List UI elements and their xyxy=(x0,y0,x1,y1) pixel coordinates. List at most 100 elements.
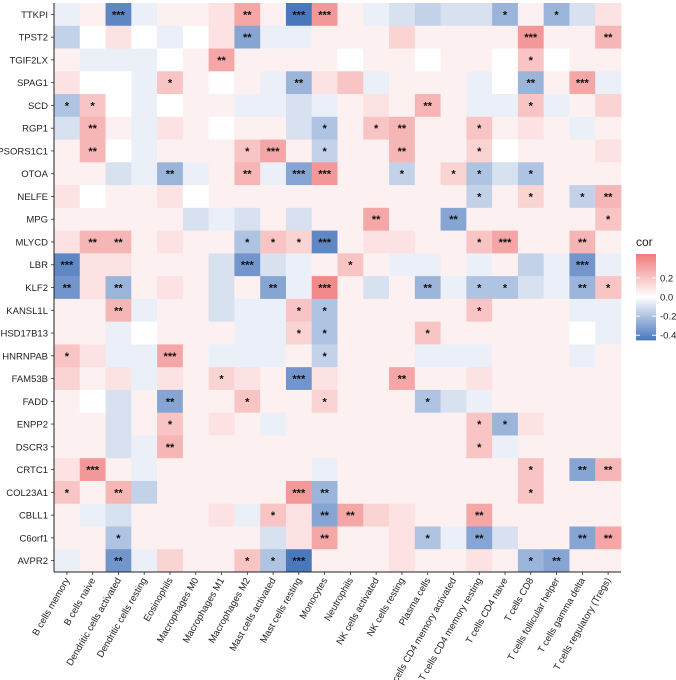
heatmap-cell xyxy=(595,480,622,505)
heatmap-cell xyxy=(54,230,81,254)
heatmap-cell xyxy=(466,71,493,95)
heatmap-cell xyxy=(260,389,287,414)
legend-gradient-step xyxy=(636,260,656,263)
heatmap-cell xyxy=(389,412,416,436)
heatmap-cell xyxy=(105,207,132,231)
heatmap-cell xyxy=(492,207,519,231)
heatmap-cell xyxy=(595,503,622,527)
y-tick-label: TGIF2LX xyxy=(9,55,48,66)
heatmap-cell xyxy=(389,230,416,254)
heatmap-cell xyxy=(260,162,287,186)
heatmap-cell xyxy=(105,276,132,300)
significance-label: ** xyxy=(166,442,175,454)
heatmap-cell xyxy=(492,48,519,72)
heatmap-cell xyxy=(260,71,287,95)
heatmap-cell xyxy=(260,480,287,505)
heatmap-cell xyxy=(54,321,81,345)
heatmap-cell xyxy=(234,25,261,49)
heatmap-cell xyxy=(54,71,81,95)
heatmap-cell xyxy=(157,3,184,27)
heatmap-cell xyxy=(595,458,622,482)
heatmap-cell xyxy=(182,549,210,573)
heatmap-cell xyxy=(440,412,467,436)
significance-label: * xyxy=(245,146,250,158)
heatmap-cell xyxy=(54,185,81,209)
significance-label: ** xyxy=(114,283,123,295)
heatmap-cell xyxy=(182,48,210,72)
heatmap-cell xyxy=(285,367,313,391)
heatmap-cell xyxy=(131,48,158,72)
heatmap-cell xyxy=(157,367,184,391)
significance-label: * xyxy=(297,305,302,317)
heatmap-cell xyxy=(414,139,441,163)
heatmap-cell xyxy=(363,116,390,140)
heatmap-cell xyxy=(440,25,467,49)
legend-gradient-step xyxy=(636,264,656,267)
significance-labels: *** ** *** *** * *** *** **** ** ** ** **** * ** *** * *… xyxy=(60,9,613,567)
heatmap-cell xyxy=(492,480,519,505)
heatmap-cell xyxy=(543,139,570,163)
legend-gradient-step xyxy=(636,318,656,321)
heatmap-cell xyxy=(595,344,622,368)
significance-label: * xyxy=(116,533,121,545)
heatmap-cell xyxy=(285,480,313,505)
heatmap-cell xyxy=(260,367,287,391)
heatmap-cell xyxy=(234,3,261,27)
significance-label: ** xyxy=(114,556,123,568)
significance-label: * xyxy=(477,123,482,135)
heatmap-cell xyxy=(337,185,364,209)
heatmap-cell xyxy=(337,344,364,368)
heatmap-cell xyxy=(569,162,596,186)
y-tick-label: HSD17B13 xyxy=(0,329,48,340)
heatmap-cell xyxy=(466,344,493,368)
heatmap-cell xyxy=(492,344,519,368)
heatmap-cell xyxy=(285,25,313,49)
heatmap-cell xyxy=(234,458,261,482)
heatmap-cell xyxy=(208,230,235,254)
y-tick-label: TTKPI xyxy=(21,10,48,21)
heatmap-cell xyxy=(54,3,81,27)
heatmap-cell xyxy=(466,435,493,459)
heatmap-cell xyxy=(517,162,545,186)
legend-gradient-step xyxy=(636,316,656,319)
heatmap-cell xyxy=(440,71,467,95)
legend-gradient-step xyxy=(636,334,656,337)
heatmap-cell xyxy=(517,480,545,505)
heatmap-cell xyxy=(311,321,338,345)
heatmap-cell xyxy=(105,526,132,550)
heatmap-cell xyxy=(363,48,390,72)
heatmap-cell xyxy=(311,367,338,391)
heatmap-cell xyxy=(105,298,132,323)
heatmap-cell xyxy=(208,71,235,95)
heatmap-cell xyxy=(363,344,390,368)
heatmap-cell xyxy=(363,94,390,118)
legend-gradient-step xyxy=(636,254,656,257)
heatmap-cell xyxy=(517,207,545,231)
heatmap-cell xyxy=(414,435,441,459)
heatmap-cell xyxy=(569,549,596,573)
heatmap-cell xyxy=(337,25,364,49)
heatmap-cell xyxy=(492,549,519,573)
heatmap-cell xyxy=(260,321,287,345)
heatmap-cell xyxy=(311,230,338,254)
heatmap-cell xyxy=(389,185,416,209)
significance-label: ** xyxy=(423,100,432,112)
significance-label: *** xyxy=(576,260,590,272)
heatmap-cell xyxy=(131,139,158,163)
heatmap-cell xyxy=(595,435,622,459)
heatmap-cell xyxy=(389,367,416,391)
heatmap-cell xyxy=(389,48,416,72)
heatmap-cell xyxy=(311,25,338,49)
significance-label: ** xyxy=(578,283,587,295)
heatmap-cell xyxy=(337,503,364,527)
heatmap-cell xyxy=(131,321,158,345)
heatmap-cell xyxy=(389,321,416,345)
heatmap-cell xyxy=(208,25,235,49)
heatmap-cell xyxy=(466,25,493,49)
heatmap-cell xyxy=(440,526,467,550)
significance-label: * xyxy=(580,191,585,203)
heatmap-cell xyxy=(208,344,235,368)
legend-gradient-step xyxy=(636,300,656,303)
heatmap-cell xyxy=(208,458,235,482)
y-tick-label: HNRNPAB xyxy=(2,351,48,362)
